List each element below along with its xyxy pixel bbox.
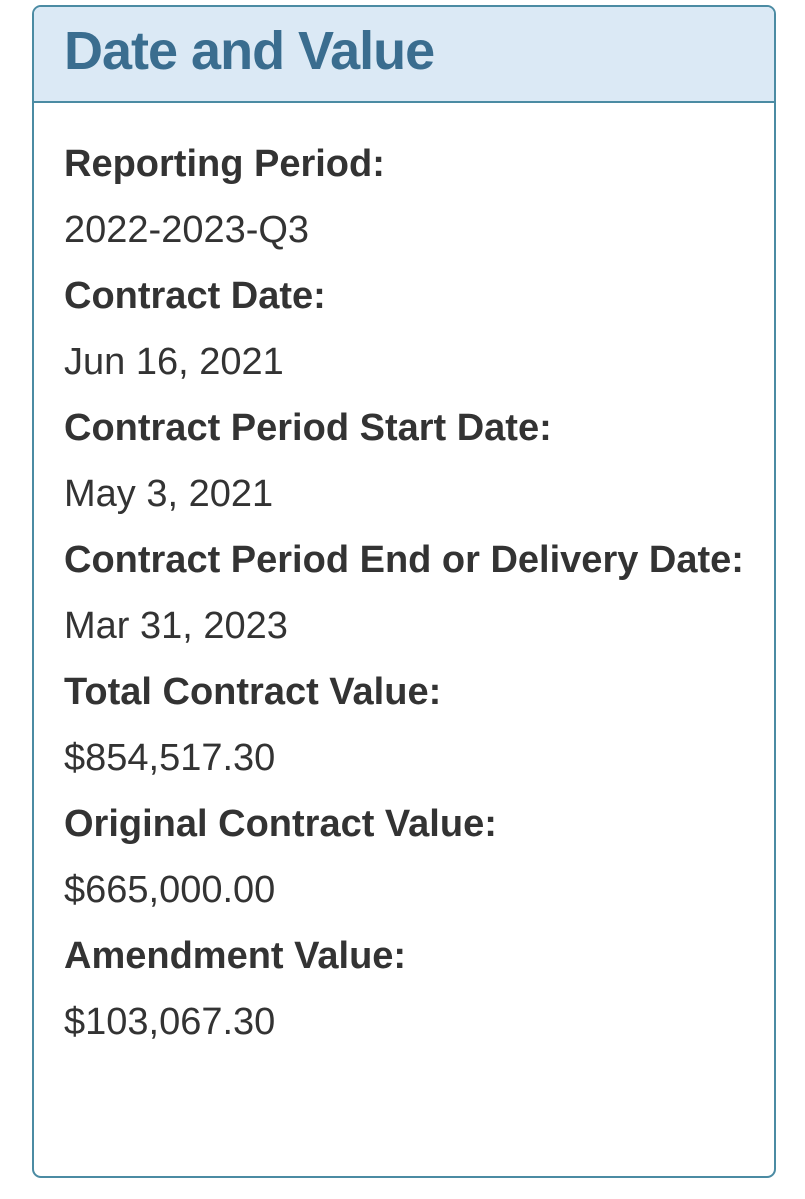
field-row: Amendment Value: $103,067.30 <box>64 923 744 1055</box>
field-label: Contract Date: <box>64 275 326 317</box>
field-label: Reporting Period: <box>64 143 385 185</box>
panel-body: Reporting Period: 2022-2023-Q3 Contract … <box>34 103 774 1095</box>
date-and-value-panel: Date and Value Reporting Period: 2022-20… <box>32 5 776 1178</box>
field-row: Contract Date: Jun 16, 2021 <box>64 263 744 395</box>
field-label: Contract Period End or Delivery Date: <box>64 539 744 581</box>
field-label: Total Contract Value: <box>64 671 442 713</box>
field-value: $103,067.30 <box>64 1001 276 1043</box>
field-label: Amendment Value: <box>64 935 407 977</box>
field-value: Jun 16, 2021 <box>64 341 284 383</box>
field-row: Original Contract Value: $665,000.00 <box>64 791 744 923</box>
field-value: May 3, 2021 <box>64 473 274 515</box>
field-row: Contract Period End or Delivery Date: Ma… <box>64 527 744 659</box>
field-value: 2022-2023-Q3 <box>64 209 310 251</box>
field-label: Original Contract Value: <box>64 803 497 845</box>
field-list: Reporting Period: 2022-2023-Q3 Contract … <box>64 131 744 1055</box>
field-row: Reporting Period: 2022-2023-Q3 <box>64 131 744 263</box>
field-value: Mar 31, 2023 <box>64 605 288 647</box>
panel-header: Date and Value <box>34 7 774 103</box>
panel-title: Date and Value <box>64 21 435 81</box>
field-value: $854,517.30 <box>64 737 276 779</box>
field-label: Contract Period Start Date: <box>64 407 552 449</box>
field-row: Contract Period Start Date: May 3, 2021 <box>64 395 744 527</box>
field-row: Total Contract Value: $854,517.30 <box>64 659 744 791</box>
field-value: $665,000.00 <box>64 869 276 911</box>
